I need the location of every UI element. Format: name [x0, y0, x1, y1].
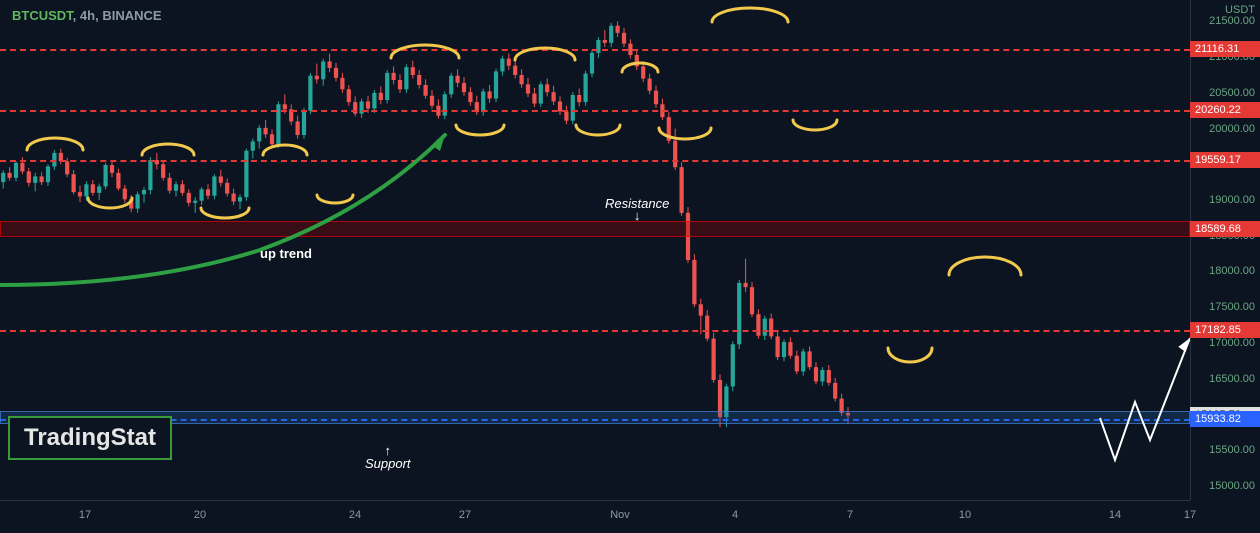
y-tick-label: 17500.00	[1209, 301, 1255, 313]
annotation-label: up trend	[260, 246, 312, 261]
watermark-badge: TradingStat	[8, 416, 172, 460]
y-tick-label: 20000.00	[1209, 123, 1255, 135]
x-tick-label: 14	[1109, 509, 1121, 521]
horizontal-line	[0, 49, 1190, 51]
x-tick-label: 17	[79, 509, 91, 521]
y-tick-label: 15000.00	[1209, 480, 1255, 492]
price-tag: 15933.82	[1190, 411, 1260, 427]
y-tick-label: 20500.00	[1209, 87, 1255, 99]
price-tag: 19559.17	[1190, 152, 1260, 168]
y-tick-label: 19000.00	[1209, 194, 1255, 206]
x-tick-label: 27	[459, 509, 471, 521]
y-axis[interactable]: USDT 21500.0021000.0020500.0020000.00195…	[1190, 0, 1260, 500]
horizontal-line	[0, 330, 1190, 332]
support-zone	[0, 411, 1190, 424]
chart-container: Resistance↓ up trend ↑Support BTCUSDT, 4h,…	[0, 0, 1260, 533]
horizontal-line	[0, 110, 1190, 112]
y-tick-label: 15500.00	[1209, 444, 1255, 456]
x-tick-label: 4	[732, 509, 738, 521]
symbol-sep: ,	[73, 8, 80, 23]
symbol-interval: 4h	[80, 8, 95, 23]
y-axis-title: USDT	[1225, 4, 1255, 16]
price-tag: 17182.85	[1190, 322, 1260, 338]
resistance-zone	[0, 221, 1190, 237]
symbol-exchange: BINANCE	[102, 8, 161, 23]
symbol-name: BTCUSDT	[12, 8, 73, 23]
price-tag: 21116.31	[1190, 41, 1260, 57]
annotation-label: Resistance↓	[605, 196, 669, 220]
x-tick-label: 10	[959, 509, 971, 521]
x-tick-label: Nov	[610, 509, 630, 521]
x-tick-label: 24	[349, 509, 361, 521]
y-tick-label: 17000.00	[1209, 337, 1255, 349]
x-tick-label: 7	[847, 509, 853, 521]
x-tick-label: 20	[194, 509, 206, 521]
y-tick-label: 16500.00	[1209, 373, 1255, 385]
annotation-label: ↑Support	[365, 446, 411, 470]
price-tag: 20260.22	[1190, 102, 1260, 118]
candle-layer	[0, 0, 1190, 500]
horizontal-line	[0, 160, 1190, 162]
x-axis[interactable]: 17202427Nov47101417	[0, 500, 1190, 533]
price-tag: 18589.68	[1190, 221, 1260, 237]
y-tick-label: 21500.00	[1209, 15, 1255, 27]
x-tick-label: 17	[1184, 509, 1196, 521]
plot-area[interactable]: Resistance↓ up trend ↑Support BTCUSDT, 4h,…	[0, 0, 1190, 500]
y-tick-label: 18000.00	[1209, 265, 1255, 277]
symbol-header: BTCUSDT, 4h, BINANCE	[12, 8, 162, 23]
